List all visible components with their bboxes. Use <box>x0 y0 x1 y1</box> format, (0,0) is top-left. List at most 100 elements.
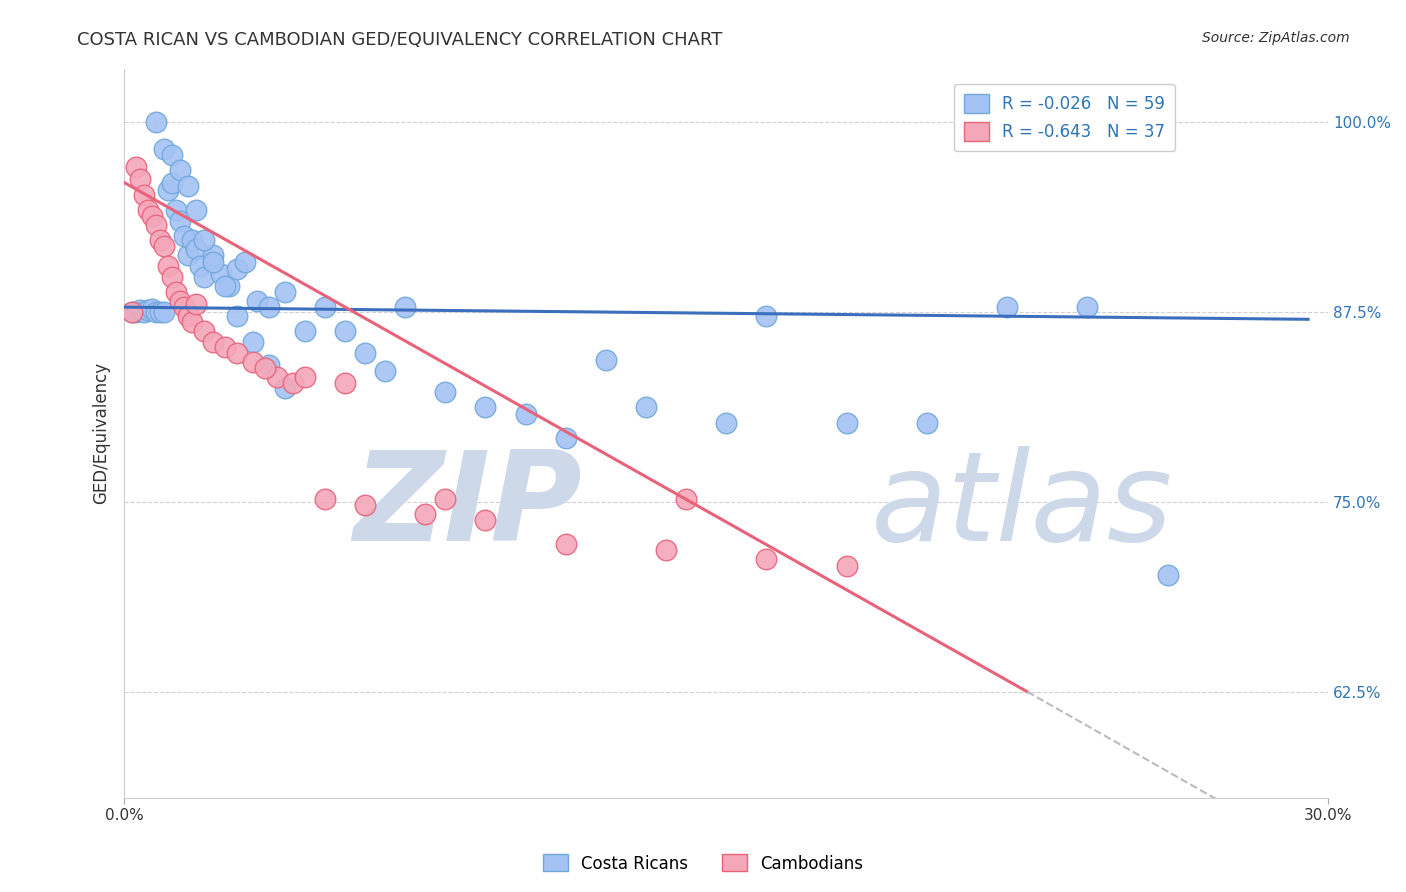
Point <box>125 161 148 175</box>
Point <box>634 401 657 415</box>
Point <box>153 304 176 318</box>
Point <box>190 259 212 273</box>
Point <box>675 491 697 506</box>
Point <box>354 498 377 512</box>
Point <box>181 233 204 247</box>
Point <box>134 187 156 202</box>
Point <box>162 176 184 190</box>
Point <box>225 345 247 359</box>
Point <box>141 209 163 223</box>
Point <box>835 416 858 430</box>
Point <box>173 228 195 243</box>
Point <box>162 148 184 162</box>
Text: COSTA RICAN VS CAMBODIAN GED/EQUIVALENCY CORRELATION CHART: COSTA RICAN VS CAMBODIAN GED/EQUIVALENCY… <box>77 31 723 49</box>
Point <box>714 416 737 430</box>
Point <box>242 335 264 350</box>
Point <box>595 353 617 368</box>
Point <box>181 315 204 329</box>
Point <box>233 254 256 268</box>
Text: Source: ZipAtlas.com: Source: ZipAtlas.com <box>1202 31 1350 45</box>
Point <box>165 285 187 299</box>
Point <box>169 294 191 309</box>
Point <box>434 385 457 400</box>
Point <box>554 431 576 445</box>
Point <box>201 254 224 268</box>
Point <box>474 513 496 527</box>
Point <box>515 407 537 421</box>
Point <box>253 360 276 375</box>
Point <box>165 202 187 217</box>
Text: atlas: atlas <box>870 446 1173 566</box>
Point <box>186 202 208 217</box>
Point <box>193 233 215 247</box>
Point <box>225 262 247 277</box>
Point <box>169 213 191 227</box>
Point <box>554 537 576 551</box>
Point <box>153 142 176 156</box>
Point <box>257 358 280 372</box>
Point <box>193 325 215 339</box>
Point <box>1076 300 1098 314</box>
Point <box>141 301 163 316</box>
Point <box>333 376 356 391</box>
Point <box>755 552 778 566</box>
Point <box>995 300 1018 314</box>
Point <box>413 507 436 521</box>
Point <box>835 558 858 573</box>
Point <box>333 325 356 339</box>
Point <box>257 300 280 314</box>
Point <box>177 310 200 324</box>
Point <box>153 239 176 253</box>
Point <box>655 543 678 558</box>
Point <box>314 300 336 314</box>
Point <box>209 267 232 281</box>
Point <box>149 304 172 318</box>
Point <box>121 304 143 318</box>
Point <box>145 218 167 232</box>
Point <box>281 376 304 391</box>
Point <box>266 370 288 384</box>
Y-axis label: GED/Equivalency: GED/Equivalency <box>93 362 110 504</box>
Point <box>186 243 208 257</box>
Point <box>177 178 200 193</box>
Point <box>218 278 240 293</box>
Point <box>242 355 264 369</box>
Point <box>129 172 152 186</box>
Point <box>274 285 297 299</box>
Point <box>274 381 297 395</box>
Point <box>201 335 224 350</box>
Point <box>214 278 236 293</box>
Point <box>177 248 200 262</box>
Point <box>173 300 195 314</box>
Point <box>294 325 316 339</box>
Point <box>246 294 269 309</box>
Legend: Costa Ricans, Cambodians: Costa Ricans, Cambodians <box>536 847 870 880</box>
Text: ZIP: ZIP <box>353 446 582 566</box>
Point <box>125 304 148 318</box>
Point <box>162 269 184 284</box>
Point <box>136 202 159 217</box>
Point <box>186 297 208 311</box>
Point <box>474 401 496 415</box>
Point <box>149 233 172 247</box>
Point <box>145 304 167 318</box>
Point <box>1156 567 1178 582</box>
Point <box>121 304 143 318</box>
Legend: R = -0.026   N = 59, R = -0.643   N = 37: R = -0.026 N = 59, R = -0.643 N = 37 <box>955 84 1175 151</box>
Point <box>434 491 457 506</box>
Point <box>157 259 180 273</box>
Point <box>225 310 247 324</box>
Point <box>201 248 224 262</box>
Point <box>314 491 336 506</box>
Point <box>354 345 377 359</box>
Point <box>214 340 236 354</box>
Point <box>915 416 938 430</box>
Point <box>169 163 191 178</box>
Point <box>374 364 396 378</box>
Point <box>193 269 215 284</box>
Point <box>157 183 180 197</box>
Point <box>755 310 778 324</box>
Point <box>294 370 316 384</box>
Point <box>134 304 156 318</box>
Point <box>394 300 416 314</box>
